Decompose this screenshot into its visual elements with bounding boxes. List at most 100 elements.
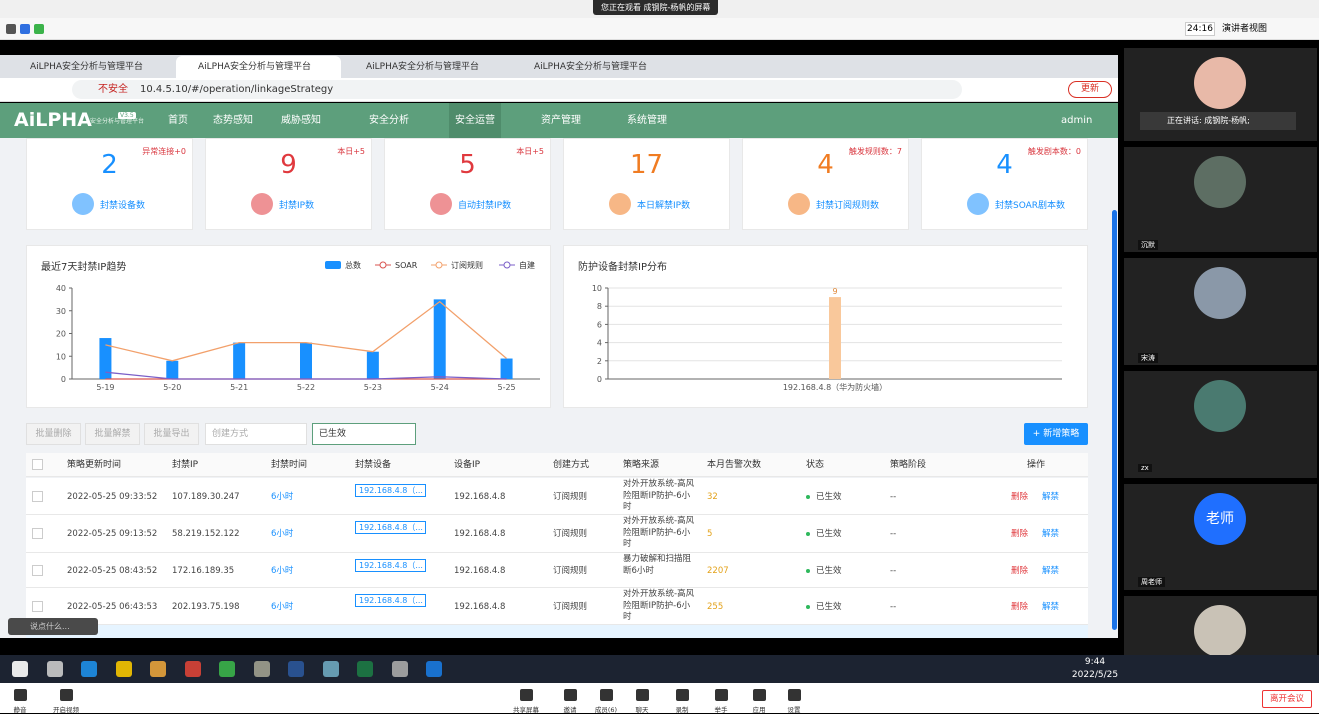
delete-link[interactable]: 删除 (1011, 565, 1029, 576)
y-tick-label: 6 (597, 320, 602, 329)
taskbar-icon[interactable] (253, 661, 270, 677)
control-label[interactable]: 静音 (13, 706, 27, 714)
taskbar-icon[interactable] (219, 661, 235, 677)
release-link[interactable]: 解禁 (1042, 529, 1060, 539)
checkbox[interactable] (32, 459, 43, 470)
checkbox[interactable] (32, 490, 43, 502)
status: 已生效 (816, 565, 842, 576)
batch-button[interactable]: 批量删除 (26, 423, 81, 445)
nav-item[interactable]: 安全运营 (449, 103, 501, 138)
device-tag[interactable]: 192.168.4.8（... (355, 521, 426, 534)
alert-count: 32 (707, 491, 718, 502)
nav-item[interactable]: 首页 (168, 115, 188, 126)
user-menu[interactable]: admin (1061, 115, 1093, 126)
taskbar-icon[interactable] (81, 661, 97, 677)
control-icon[interactable] (600, 689, 613, 701)
taskbar-icon[interactable] (357, 661, 373, 677)
legend-swatch (325, 261, 341, 269)
checkbox[interactable] (32, 528, 43, 539)
control-label[interactable]: 邀请 (563, 706, 577, 714)
cell: 订阅规则 (553, 565, 588, 576)
stat-value: 17 (629, 150, 664, 180)
chat-input[interactable]: 说点什么... (8, 618, 98, 635)
status-icon (20, 24, 30, 34)
delete-link[interactable]: 删除 (1011, 601, 1029, 612)
column-header: 操作 (1027, 460, 1046, 470)
cell: 6小时 (271, 601, 294, 612)
view-switch[interactable]: 演讲者视图 (1222, 24, 1268, 34)
nav-item[interactable]: 威胁感知 (281, 115, 321, 126)
url[interactable]: 10.4.5.10/#/operation/linkageStrategy (140, 84, 334, 95)
browser-tab[interactable]: AiLPHA安全分析与管理平台 (30, 62, 144, 72)
avatar (1194, 57, 1246, 109)
control-label[interactable]: 共享屏幕 (513, 706, 539, 714)
update-button[interactable]: 更新 (1068, 81, 1112, 98)
control-icon[interactable] (60, 689, 73, 701)
control-label[interactable]: 设置 (787, 706, 801, 714)
batch-button[interactable]: 批量导出 (144, 423, 199, 445)
delete-link[interactable]: 删除 (1011, 491, 1029, 502)
leave-button[interactable]: 离开会议 (1262, 690, 1312, 708)
taskbar-icon[interactable] (322, 661, 339, 677)
table-header (26, 453, 1088, 477)
delete-link[interactable]: 删除 (1011, 529, 1029, 539)
stat-label: 封禁SOAR剧本数 (995, 201, 1066, 211)
browser-tab[interactable]: AiLPHA安全分析与管理平台 (366, 62, 480, 72)
filter-select[interactable]: 创建方式 (205, 423, 307, 445)
clock-date: 2022/5/25 (1071, 670, 1119, 680)
taskbar-icon[interactable] (184, 661, 201, 677)
nav-item[interactable]: 资产管理 (541, 115, 581, 126)
control-icon[interactable] (788, 689, 801, 701)
stage: -- (890, 529, 897, 539)
control-label[interactable]: 举手 (714, 706, 728, 714)
control-icon[interactable] (636, 689, 649, 701)
alert-count: 2207 (707, 565, 729, 576)
nav-item[interactable]: 态势感知 (213, 115, 253, 126)
taskbar-icon[interactable] (391, 661, 408, 677)
control-icon[interactable] (564, 689, 577, 701)
taskbar-icon[interactable] (426, 661, 442, 677)
y-tick-label: 10 (56, 352, 66, 361)
control-label[interactable]: 聊天 (635, 706, 649, 714)
taskbar-icon[interactable] (46, 661, 63, 677)
control-icon[interactable] (715, 689, 728, 701)
scrollbar (1112, 210, 1117, 630)
control-label[interactable]: 成员(6) (594, 706, 618, 714)
control-icon[interactable] (14, 689, 27, 701)
taskbar-icon[interactable] (12, 661, 28, 677)
checkbox[interactable] (32, 564, 43, 576)
release-link[interactable]: 解禁 (1042, 601, 1060, 612)
release-link[interactable]: 解禁 (1042, 565, 1060, 576)
control-icon[interactable] (753, 689, 766, 701)
source-cell: 对外开放系统-高风险阻断IP防护-6小时 (623, 589, 695, 622)
nav-item[interactable]: 系统管理 (627, 115, 667, 126)
control-icon[interactable] (676, 689, 689, 701)
device-tag[interactable]: 192.168.4.8（... (355, 559, 426, 572)
control-label[interactable]: 开启视频 (53, 706, 79, 714)
control-label[interactable]: 录制 (675, 706, 689, 714)
status-icon (34, 24, 44, 34)
control-icon[interactable] (520, 689, 533, 701)
taskbar-icon[interactable] (115, 661, 132, 677)
nav-item[interactable]: 安全分析 (369, 115, 409, 126)
add-button[interactable]: + 新增策略 (1024, 423, 1088, 445)
batch-button[interactable]: 批量解禁 (85, 423, 140, 445)
checkbox[interactable] (32, 600, 43, 612)
control-label[interactable]: 应用 (752, 706, 766, 714)
browser-tab[interactable]: AiLPHA安全分析与管理平台 (176, 56, 341, 78)
cell: 202.193.75.198 (172, 601, 240, 612)
filter-select[interactable]: 已生效 (312, 423, 416, 445)
device-tag[interactable]: 192.168.4.8（... (355, 484, 426, 497)
column-header: 策略阶段 (890, 460, 927, 470)
stage: -- (890, 491, 897, 502)
taskbar-icon[interactable] (150, 661, 166, 677)
taskbar-icon[interactable] (288, 661, 304, 677)
cell: 107.189.30.247 (172, 491, 240, 502)
browser-tab[interactable]: AiLPHA安全分析与管理平台 (534, 62, 648, 72)
cell: 6小时 (271, 491, 294, 502)
device-tag[interactable]: 192.168.4.8（... (355, 594, 426, 607)
cell: 192.168.4.8 (454, 601, 506, 612)
release-link[interactable]: 解禁 (1042, 491, 1060, 502)
